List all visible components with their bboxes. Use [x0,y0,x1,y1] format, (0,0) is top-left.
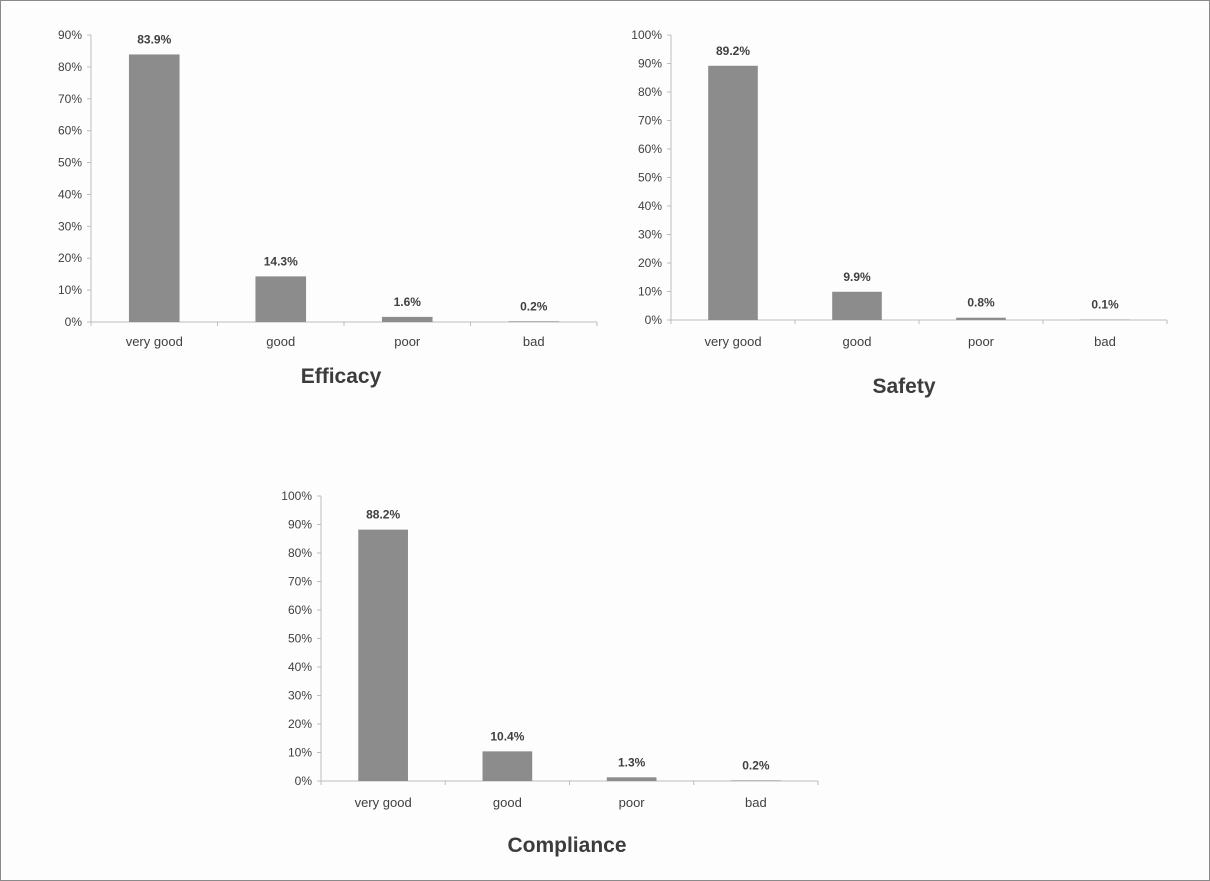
safety-category-label: bad [1094,334,1116,349]
compliance-bar-good [482,751,533,781]
efficacy-data-label: 83.9% [137,32,171,46]
efficacy-chart: 0% 10% 20% 30% 40% 50% 60% 70% 80% 90% 83.9% very g… [58,28,598,388]
efficacy-ytick-label: 20% [58,251,82,265]
safety-ytick-label: 10% [638,285,662,299]
compliance-bar-bad [731,780,781,781]
safety-data-label: 0.1% [1091,298,1119,312]
efficacy-ytick-label: 10% [58,283,82,297]
safety-ytick-label: 100% [631,28,662,42]
compliance-ytick-label: 20% [288,717,312,731]
efficacy-ytick-label: 80% [58,60,82,74]
safety-ytick-label: 40% [638,199,662,213]
compliance-data-label: 88.2% [366,508,400,522]
efficacy-bar-poor [381,316,433,322]
efficacy-bar-good [255,276,307,322]
safety-ytick-label: 80% [638,85,662,99]
compliance-bar-poor [606,777,657,781]
efficacy-category-label: bad [523,334,545,349]
compliance-chart-title: Compliance [507,834,626,857]
efficacy-ytick-label: 40% [58,187,82,201]
safety-ytick-label: 50% [638,171,662,185]
efficacy-chart-title: Efficacy [301,365,382,388]
compliance-ytick-label: 70% [288,575,312,589]
compliance-ytick-label: 10% [288,746,312,760]
compliance-ytick-label: 80% [288,546,312,560]
compliance-category-label: very good [355,795,412,810]
compliance-data-label: 10.4% [490,729,524,743]
compliance-chart: 0% 10% 20% 30% 40% 50% 60% 70% 80% 90% 100% 88.2% ve… [281,489,819,857]
compliance-data-label: 1.3% [618,755,646,769]
compliance-bar-very-good [358,529,408,781]
compliance-data-label: 0.2% [742,758,770,772]
safety-data-label: 0.8% [967,296,995,310]
compliance-ytick-label: 40% [288,660,312,674]
safety-ytick-label: 0% [645,313,663,327]
compliance-ytick-label: 0% [295,774,313,788]
compliance-ytick-label: 90% [288,518,312,532]
safety-chart: 0% 10% 20% 30% 40% 50% 60% 70% 80% 90% 100% 89.2% ve… [631,28,1168,398]
safety-category-label: poor [968,334,995,349]
efficacy-ytick-label: 70% [58,92,82,106]
efficacy-category-label: poor [394,334,421,349]
efficacy-category-label: very good [126,334,183,349]
compliance-ytick-label: 60% [288,603,312,617]
safety-chart-title: Safety [872,375,935,398]
efficacy-ytick-label: 60% [58,124,82,138]
compliance-category-label: good [493,795,522,810]
efficacy-data-label: 1.6% [394,295,422,309]
efficacy-ytick-label: 50% [58,156,82,170]
safety-ytick-label: 20% [638,256,662,270]
safety-data-label: 89.2% [716,44,750,58]
safety-bar-poor [956,317,1006,320]
efficacy-data-label: 14.3% [264,254,298,268]
efficacy-category-label: good [266,334,295,349]
compliance-category-label: bad [745,795,767,810]
safety-category-label: good [843,334,872,349]
efficacy-ytick-label: 90% [58,28,82,42]
safety-data-label: 9.9% [843,270,871,284]
efficacy-data-label: 0.2% [520,299,548,313]
efficacy-ytick-label: 0% [65,315,83,329]
safety-ytick-label: 90% [638,57,662,71]
safety-bar-very-good [708,65,758,320]
safety-ytick-label: 60% [638,142,662,156]
compliance-ytick-label: 30% [288,689,312,703]
compliance-ytick-label: 100% [281,489,312,503]
efficacy-ytick-label: 30% [58,219,82,233]
efficacy-bar-bad [508,321,560,322]
efficacy-bar-very-good [128,54,180,323]
compliance-category-label: poor [619,795,646,810]
compliance-ytick-label: 50% [288,632,312,646]
safety-ytick-label: 30% [638,228,662,242]
safety-bar-good [832,291,882,320]
safety-category-label: very good [704,334,761,349]
safety-ytick-label: 70% [638,114,662,128]
